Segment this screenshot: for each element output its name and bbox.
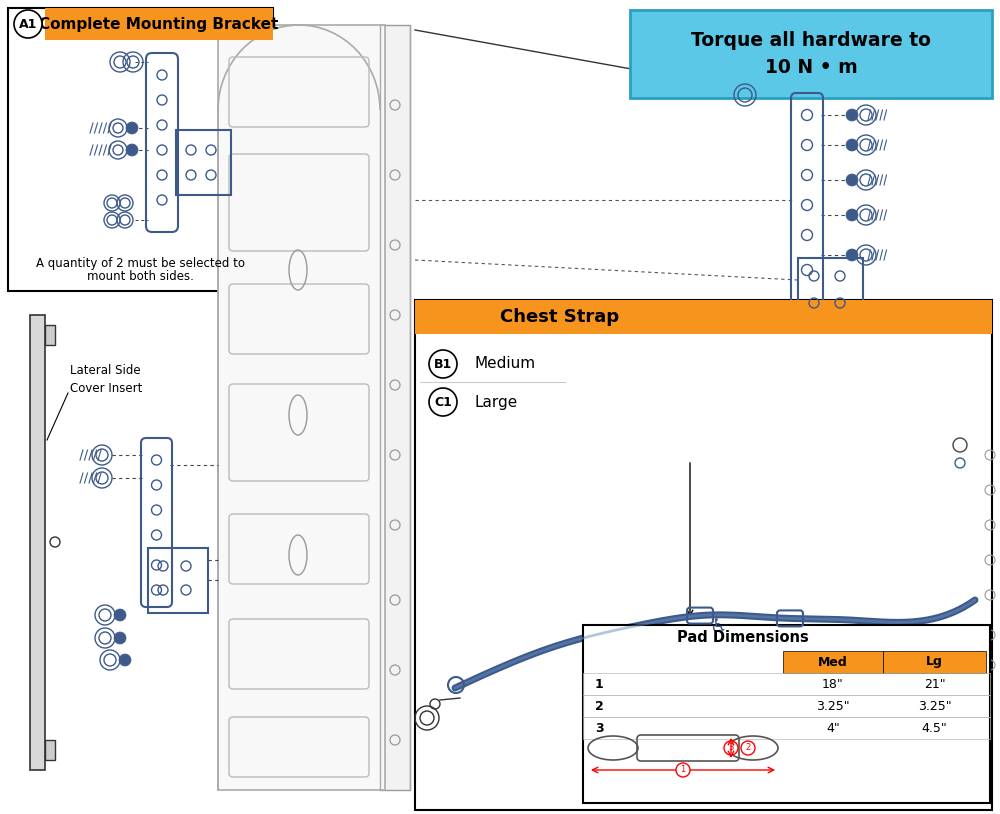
Text: 1: 1	[595, 677, 603, 690]
Text: 3.25": 3.25"	[816, 699, 850, 712]
Text: Lateral Side: Lateral Side	[70, 364, 141, 377]
Circle shape	[429, 388, 457, 416]
Bar	[380, 25, 410, 790]
Bar	[415, 300, 992, 810]
Text: Med: Med	[818, 655, 848, 668]
Bar	[630, 10, 992, 98]
Text: 3.25": 3.25"	[918, 699, 951, 712]
Bar	[583, 695, 990, 717]
Text: B1: B1	[434, 357, 452, 370]
Text: 3: 3	[728, 743, 734, 752]
Text: Complete Mounting Bracket: Complete Mounting Bracket	[39, 16, 279, 32]
Circle shape	[846, 249, 858, 261]
Text: 2: 2	[595, 699, 603, 712]
Circle shape	[724, 741, 738, 755]
Text: 4": 4"	[826, 721, 840, 734]
Text: C1: C1	[434, 396, 452, 409]
Text: 2: 2	[745, 743, 751, 752]
Bar	[415, 300, 992, 334]
Circle shape	[676, 763, 690, 777]
Text: Chest Strap: Chest Strap	[500, 308, 619, 326]
Bar	[583, 673, 990, 695]
Text: mount both sides.: mount both sides.	[87, 270, 194, 283]
Text: A1: A1	[19, 17, 37, 30]
Bar	[783, 651, 883, 673]
Text: Torque all hardware to
10 N • m: Torque all hardware to 10 N • m	[691, 31, 931, 77]
Bar	[30, 315, 45, 770]
Bar	[583, 717, 990, 739]
Circle shape	[846, 209, 858, 221]
Text: Large: Large	[475, 395, 518, 409]
Text: ♿: ♿	[709, 618, 727, 637]
Text: 21": 21"	[924, 677, 945, 690]
Bar	[8, 8, 273, 291]
Text: 4.5": 4.5"	[922, 721, 947, 734]
Text: A quantity of 2 must be selected to: A quantity of 2 must be selected to	[36, 256, 245, 269]
Text: 1: 1	[680, 765, 686, 774]
Text: Medium: Medium	[475, 357, 536, 371]
Bar	[218, 25, 385, 790]
Bar	[583, 625, 990, 803]
Circle shape	[119, 654, 131, 666]
Circle shape	[846, 174, 858, 186]
Circle shape	[126, 144, 138, 156]
Text: 3: 3	[595, 721, 603, 734]
Text: 18": 18"	[822, 677, 844, 690]
Bar	[45, 740, 55, 760]
Circle shape	[846, 139, 858, 151]
Circle shape	[114, 632, 126, 644]
Text: Lg: Lg	[926, 655, 943, 668]
Circle shape	[126, 122, 138, 134]
Text: Cover Insert: Cover Insert	[70, 382, 142, 395]
Bar	[148, 548, 208, 613]
Bar	[45, 8, 273, 40]
Circle shape	[741, 741, 755, 755]
Circle shape	[429, 350, 457, 378]
Bar	[798, 258, 863, 328]
Circle shape	[114, 609, 126, 621]
Circle shape	[846, 109, 858, 121]
Text: Pad Dimensions: Pad Dimensions	[677, 631, 809, 646]
Bar	[883, 651, 986, 673]
Bar	[176, 130, 231, 195]
Bar	[45, 325, 55, 345]
Circle shape	[14, 10, 42, 38]
